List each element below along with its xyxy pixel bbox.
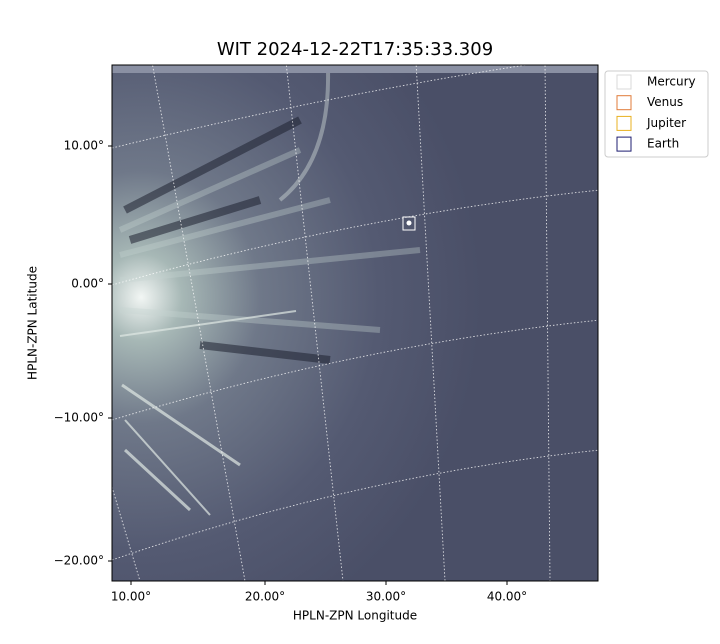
x-tick-label: 20.00° [245,590,285,604]
legend-swatch [616,74,632,90]
x-tick-label: 30.00° [366,590,406,604]
y-tick-label: −20.00° [54,554,104,568]
legend-label: Earth [647,137,679,151]
legend-swatch [616,115,632,131]
axes-frame [111,64,599,582]
y-tick-label: 10.00° [64,139,104,153]
legend [604,70,709,158]
image [112,65,598,581]
x-axis-label: HPLN-ZPN Longitude [293,609,417,623]
x-tick-label: 10.00° [111,590,151,604]
x-tick-label: 40.00° [487,590,527,604]
legend-label: Venus [647,95,683,109]
legend-label: Jupiter [646,116,686,130]
legend-label: Mercury [647,75,696,89]
y-axis-label: HPLN-ZPN Latitude [26,266,40,380]
y-tick-label: 0.00° [71,277,104,291]
legend-swatch [616,136,632,152]
legend-swatch [616,95,632,111]
y-tick-label: −10.00° [54,411,104,425]
title: WIT 2024-12-22T17:35:33.309 [217,39,493,60]
